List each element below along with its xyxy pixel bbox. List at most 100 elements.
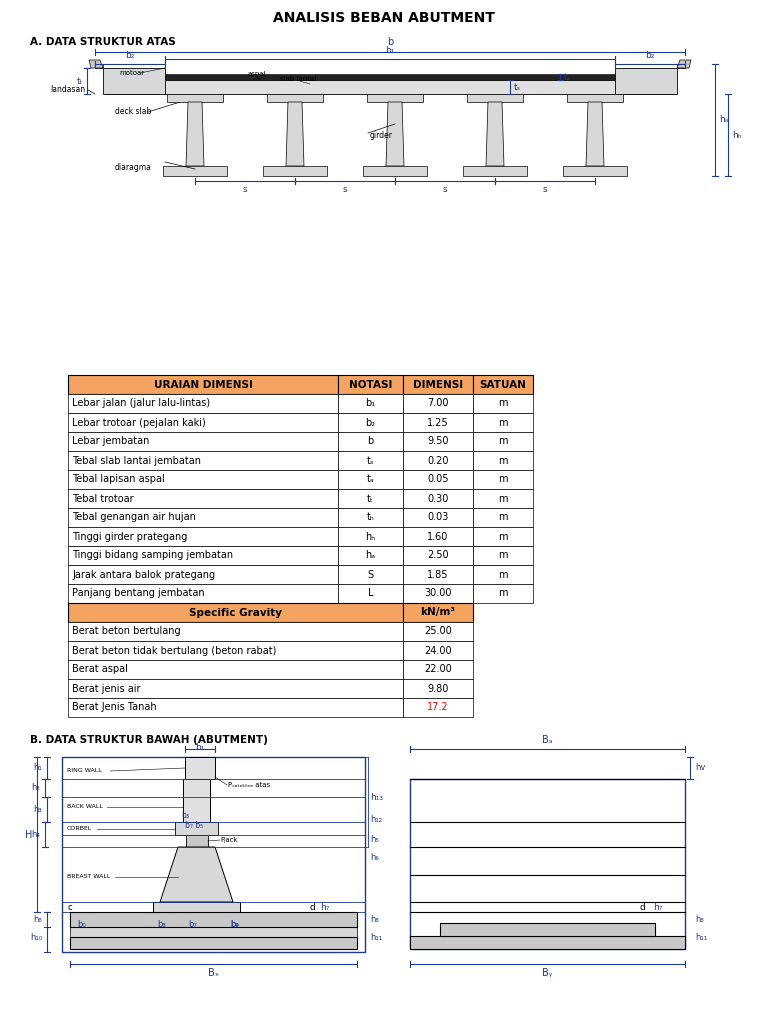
- Bar: [68, 451, 338, 470]
- Text: h₆: h₆: [370, 853, 379, 861]
- Text: b₁: b₁: [386, 46, 395, 55]
- Text: Pⱼack: Pⱼack: [220, 837, 237, 843]
- Text: 1.60: 1.60: [427, 531, 449, 542]
- Bar: [338, 489, 403, 508]
- Polygon shape: [463, 166, 527, 176]
- Bar: [403, 470, 473, 489]
- Text: Berat beton bertulang: Berat beton bertulang: [72, 627, 180, 637]
- Text: m: m: [498, 418, 508, 427]
- Bar: [403, 489, 473, 508]
- Text: Lebar jembatan: Lebar jembatan: [72, 436, 149, 446]
- Polygon shape: [165, 74, 615, 80]
- Text: RING WALL: RING WALL: [67, 768, 101, 773]
- Bar: [473, 394, 533, 413]
- Text: hₐ: hₐ: [719, 116, 728, 125]
- Text: m: m: [498, 494, 508, 504]
- Text: m: m: [498, 456, 508, 466]
- Text: h₄: h₄: [31, 830, 40, 839]
- Bar: [68, 679, 403, 698]
- Text: BREAST WALL: BREAST WALL: [67, 874, 111, 880]
- Text: m: m: [498, 569, 508, 580]
- Text: aspal: aspal: [248, 71, 266, 77]
- Bar: [186, 835, 208, 847]
- Text: s: s: [543, 185, 548, 194]
- Bar: [403, 679, 473, 698]
- Bar: [403, 413, 473, 432]
- Polygon shape: [467, 94, 523, 102]
- Text: CORBEL: CORBEL: [67, 826, 92, 831]
- Bar: [68, 546, 338, 565]
- Text: b₀: b₀: [78, 920, 86, 929]
- Bar: [403, 394, 473, 413]
- Text: slab lantai: slab lantai: [280, 76, 316, 82]
- Bar: [473, 546, 533, 565]
- Bar: [473, 432, 533, 451]
- Polygon shape: [367, 94, 423, 102]
- Text: hₕ: hₕ: [732, 130, 741, 139]
- Text: b₉: b₉: [230, 920, 240, 929]
- Bar: [338, 394, 403, 413]
- Text: m: m: [498, 512, 508, 522]
- Text: h₈: h₈: [695, 914, 703, 924]
- Text: H: H: [25, 829, 32, 840]
- Bar: [403, 375, 473, 394]
- Text: h₁₁: h₁₁: [695, 933, 707, 941]
- Text: ANALISIS BEBAN ABUTMENT: ANALISIS BEBAN ABUTMENT: [273, 11, 495, 25]
- Text: b₇: b₇: [189, 920, 197, 929]
- Text: m: m: [498, 436, 508, 446]
- Text: h₁₂: h₁₂: [370, 814, 382, 823]
- Bar: [68, 527, 338, 546]
- Text: Tebal slab lantai jembatan: Tebal slab lantai jembatan: [72, 456, 201, 466]
- Polygon shape: [186, 102, 204, 166]
- Text: b₂: b₂: [366, 418, 376, 427]
- Text: b₁: b₁: [366, 398, 376, 409]
- Polygon shape: [160, 847, 233, 902]
- Bar: [68, 470, 338, 489]
- Bar: [403, 622, 473, 641]
- Polygon shape: [70, 912, 357, 937]
- Text: b₇ b₅: b₇ b₅: [185, 820, 204, 829]
- Text: S: S: [367, 569, 373, 580]
- Polygon shape: [103, 68, 165, 94]
- Bar: [440, 923, 655, 936]
- Text: 7.00: 7.00: [427, 398, 449, 409]
- Polygon shape: [586, 102, 604, 166]
- Bar: [68, 413, 338, 432]
- Polygon shape: [105, 80, 675, 94]
- Bar: [68, 698, 403, 717]
- Bar: [410, 779, 685, 949]
- Text: 0.20: 0.20: [427, 456, 449, 466]
- Polygon shape: [163, 166, 227, 176]
- Bar: [473, 413, 533, 432]
- Bar: [62, 757, 365, 952]
- Text: b₉: b₉: [230, 920, 240, 929]
- Bar: [338, 432, 403, 451]
- Bar: [68, 641, 403, 660]
- Polygon shape: [70, 912, 357, 927]
- Text: Bₐ: Bₐ: [542, 735, 553, 745]
- Polygon shape: [386, 102, 404, 166]
- Text: b₃: b₃: [181, 811, 189, 819]
- Text: h₈: h₈: [33, 914, 42, 924]
- Text: Berat jenis air: Berat jenis air: [72, 683, 141, 693]
- Text: m: m: [498, 589, 508, 598]
- Text: BACK WALL: BACK WALL: [67, 805, 103, 810]
- Text: girder: girder: [370, 130, 393, 139]
- Text: SATUAN: SATUAN: [479, 380, 526, 389]
- Text: motoar: motoar: [119, 70, 144, 76]
- Polygon shape: [286, 102, 304, 166]
- Bar: [338, 584, 403, 603]
- Text: h₅: h₅: [370, 835, 379, 844]
- Bar: [403, 432, 473, 451]
- Bar: [68, 489, 338, 508]
- Text: 25.00: 25.00: [424, 627, 452, 637]
- Text: b: b: [367, 436, 373, 446]
- Text: Lebar trotoar (pejalan kaki): Lebar trotoar (pejalan kaki): [72, 418, 206, 427]
- Bar: [473, 527, 533, 546]
- Bar: [403, 451, 473, 470]
- Text: 0.30: 0.30: [427, 494, 449, 504]
- Text: A. DATA STRUKTUR ATAS: A. DATA STRUKTUR ATAS: [30, 37, 176, 47]
- Text: b₁: b₁: [195, 743, 205, 752]
- Polygon shape: [167, 94, 223, 102]
- Bar: [338, 470, 403, 489]
